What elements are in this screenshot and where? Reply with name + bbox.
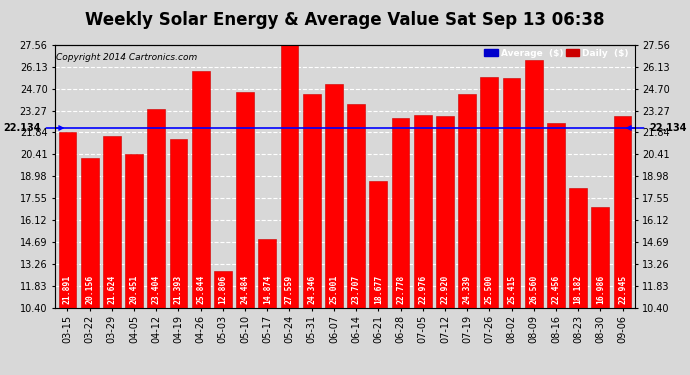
Bar xyxy=(547,123,565,308)
Bar xyxy=(281,45,298,308)
Bar xyxy=(148,109,165,308)
Bar xyxy=(369,181,387,308)
Text: 27.559: 27.559 xyxy=(285,275,294,304)
Legend: Average  ($), Daily  ($): Average ($), Daily ($) xyxy=(482,47,630,60)
Text: 25.500: 25.500 xyxy=(485,275,494,304)
Text: 21.624: 21.624 xyxy=(108,275,117,304)
Text: 22.456: 22.456 xyxy=(551,275,560,304)
Text: Weekly Solar Energy & Average Value Sat Sep 13 06:38: Weekly Solar Energy & Average Value Sat … xyxy=(86,11,604,29)
Bar xyxy=(347,104,365,308)
Bar xyxy=(170,140,187,308)
Text: 25.844: 25.844 xyxy=(196,275,205,304)
Bar xyxy=(258,239,276,308)
Bar xyxy=(303,94,321,308)
Text: 21.891: 21.891 xyxy=(63,275,72,304)
Bar xyxy=(569,189,587,308)
Bar xyxy=(436,116,454,308)
Text: 22.134: 22.134 xyxy=(627,123,687,133)
Bar xyxy=(236,92,254,308)
Text: 21.393: 21.393 xyxy=(174,275,183,304)
Bar xyxy=(392,118,409,308)
Text: 25.415: 25.415 xyxy=(507,275,516,304)
Bar xyxy=(192,71,210,308)
Text: 24.346: 24.346 xyxy=(307,275,316,304)
Text: 26.560: 26.560 xyxy=(529,275,538,304)
Text: 22.778: 22.778 xyxy=(396,275,405,304)
Text: 16.986: 16.986 xyxy=(596,275,605,304)
Text: Copyright 2014 Cartronics.com: Copyright 2014 Cartronics.com xyxy=(57,53,197,62)
Text: 20.451: 20.451 xyxy=(130,275,139,304)
Text: 24.484: 24.484 xyxy=(241,275,250,304)
Bar xyxy=(480,76,498,308)
Bar xyxy=(503,78,520,308)
Bar xyxy=(103,136,121,308)
Bar xyxy=(125,154,143,308)
Bar xyxy=(525,60,542,308)
Text: 23.707: 23.707 xyxy=(352,275,361,304)
Bar xyxy=(325,84,343,308)
Text: 22.920: 22.920 xyxy=(440,275,449,304)
Bar xyxy=(214,271,232,308)
Text: 14.874: 14.874 xyxy=(263,275,272,304)
Text: 24.339: 24.339 xyxy=(462,275,472,304)
Bar xyxy=(613,116,631,308)
Text: 25.001: 25.001 xyxy=(329,275,338,304)
Text: 12.806: 12.806 xyxy=(218,275,228,304)
Text: 22.976: 22.976 xyxy=(418,275,427,304)
Text: 22.945: 22.945 xyxy=(618,275,627,304)
Bar xyxy=(59,132,77,308)
Text: 18.677: 18.677 xyxy=(374,275,383,304)
Text: 22.134: 22.134 xyxy=(3,123,63,133)
Text: 18.182: 18.182 xyxy=(573,275,582,304)
Bar xyxy=(458,94,476,308)
Text: 23.404: 23.404 xyxy=(152,275,161,304)
Text: 20.156: 20.156 xyxy=(85,275,94,304)
Bar xyxy=(81,158,99,308)
Bar xyxy=(591,207,609,308)
Bar xyxy=(414,115,432,308)
